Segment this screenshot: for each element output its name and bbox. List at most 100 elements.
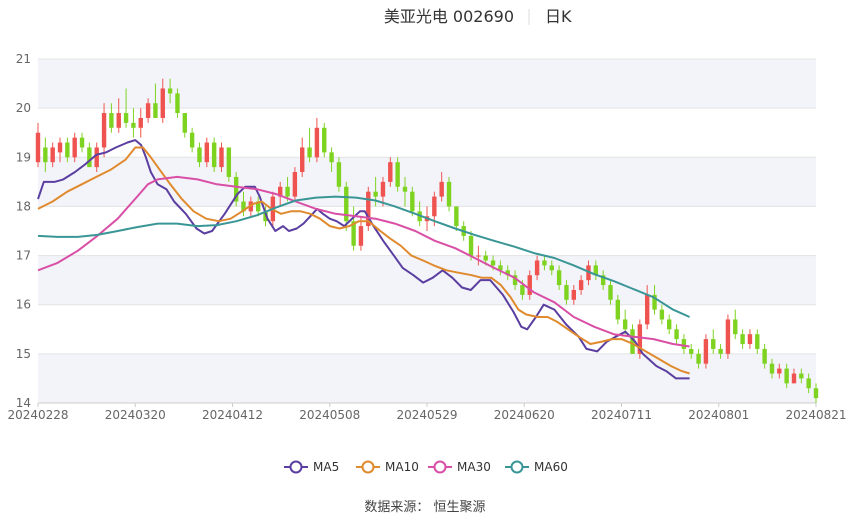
candlestick xyxy=(101,103,107,158)
candle-body xyxy=(755,334,760,349)
candle-body xyxy=(542,260,547,266)
candlestick xyxy=(351,206,356,251)
candlestick xyxy=(145,98,151,123)
ma-line-ma30 xyxy=(37,175,690,348)
candlestick xyxy=(740,329,745,349)
candle-body xyxy=(145,103,151,118)
candle-body xyxy=(608,285,613,300)
candlestick xyxy=(50,142,55,168)
candlestick xyxy=(344,181,349,231)
candle-body xyxy=(410,191,415,212)
candlestick xyxy=(263,206,268,227)
candle-body xyxy=(674,329,679,340)
legend-swatch-marker xyxy=(289,460,303,474)
x-tick-label: 20240821 xyxy=(785,408,846,422)
candle-body xyxy=(278,186,283,197)
candle-body xyxy=(703,339,709,364)
candle-body xyxy=(432,196,437,217)
candle-body xyxy=(322,127,327,153)
candle-body xyxy=(336,162,342,187)
candlestick xyxy=(622,309,628,335)
legend-swatch-marker xyxy=(361,460,375,474)
candle-body xyxy=(35,132,41,163)
candlestick xyxy=(395,157,400,192)
candlestick xyxy=(123,88,129,128)
candle-body xyxy=(534,260,540,276)
candle-body xyxy=(512,275,518,286)
y-tick-label: 20 xyxy=(16,101,31,115)
candlestick xyxy=(652,285,657,315)
y-axis: 14 15 16 17 18 19 20 21 xyxy=(16,52,31,410)
candlestick xyxy=(755,329,760,354)
legend-item: MA30 xyxy=(428,460,491,474)
candle-body xyxy=(182,113,187,133)
candlestick xyxy=(806,373,811,394)
candle-body xyxy=(72,137,77,158)
ma-line-ma60 xyxy=(37,195,691,318)
candle-body xyxy=(87,147,92,168)
candlestick xyxy=(116,98,121,133)
candle-body xyxy=(600,275,606,286)
candle-body xyxy=(79,137,85,148)
candle-body xyxy=(366,191,371,227)
candlestick xyxy=(454,206,459,231)
candle-body xyxy=(615,299,621,320)
candlestick xyxy=(167,78,173,104)
candle-body xyxy=(307,147,312,158)
legend-swatch-marker xyxy=(510,460,524,474)
candle-body xyxy=(160,88,165,118)
candle-body xyxy=(527,275,532,295)
candlestick xyxy=(791,368,797,384)
candle-body xyxy=(116,113,121,128)
candle-body xyxy=(402,186,408,192)
candlestick xyxy=(175,88,180,118)
candle-body xyxy=(344,186,349,222)
candlestick xyxy=(696,348,701,369)
candle-body xyxy=(388,162,393,182)
candlestick xyxy=(197,142,202,168)
candlestick xyxy=(527,270,532,300)
candlestick xyxy=(278,181,283,207)
candle-body xyxy=(777,368,782,374)
candle-body xyxy=(226,147,232,177)
candle-body xyxy=(373,191,378,197)
stock-title: 美亚光电 002690 xyxy=(384,7,514,26)
candle-body xyxy=(571,289,576,300)
candle-body xyxy=(696,353,701,364)
candlestick xyxy=(233,172,239,207)
x-tick-label: 20240228 xyxy=(7,408,68,422)
candle-body xyxy=(740,334,745,345)
candle-body xyxy=(43,147,48,163)
candle-body xyxy=(784,368,789,384)
ma-line-ma10 xyxy=(37,146,690,375)
legend-item: MA5 xyxy=(284,460,339,474)
candlestick xyxy=(564,280,569,305)
candle-body xyxy=(454,206,459,227)
candle-body xyxy=(329,152,334,163)
y-tick-label: 21 xyxy=(16,52,31,66)
candle-body xyxy=(593,265,599,276)
candle-body xyxy=(292,172,298,197)
candlestick xyxy=(211,137,217,173)
candlestick xyxy=(402,176,408,207)
candlestick xyxy=(784,363,789,389)
x-tick-label: 20240711 xyxy=(591,408,652,422)
candlestick xyxy=(131,108,136,138)
candle-body xyxy=(769,363,775,374)
moving-averages xyxy=(37,139,691,380)
y-tick-label: 16 xyxy=(16,298,31,312)
y-tick-label: 19 xyxy=(16,150,31,164)
x-tick-label: 20240508 xyxy=(299,408,360,422)
candlestick xyxy=(388,157,393,187)
x-tick-label: 20240412 xyxy=(202,408,263,422)
candle-body xyxy=(358,226,364,246)
candle-body xyxy=(351,221,356,246)
candle-body xyxy=(233,176,239,202)
candle-body xyxy=(57,142,63,153)
candle-body xyxy=(395,162,400,187)
candlestick xyxy=(476,245,481,266)
candlestick xyxy=(777,363,782,379)
candle-body xyxy=(490,260,496,266)
candlestick xyxy=(366,186,371,231)
candlestick xyxy=(711,329,716,354)
